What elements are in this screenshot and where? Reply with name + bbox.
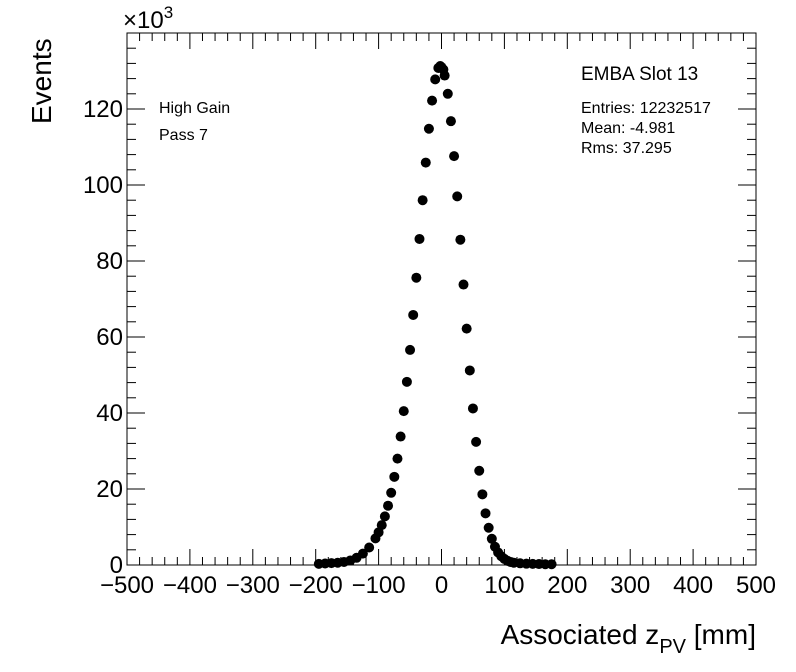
- x-tick-label: −100: [352, 572, 406, 599]
- data-point: [430, 74, 441, 85]
- data-point: [449, 151, 460, 162]
- data-point: [483, 522, 494, 533]
- data-point: [458, 279, 469, 290]
- data-point: [461, 323, 472, 334]
- data-point: [376, 520, 387, 531]
- x-tick-label: 0: [435, 572, 448, 599]
- module-label: EMBA Slot 13: [581, 64, 698, 85]
- mean-label: Mean: -4.981: [581, 120, 675, 137]
- x-tick-label: −200: [289, 572, 343, 599]
- data-point: [389, 471, 400, 482]
- x-tick-label: 100: [484, 572, 524, 599]
- data-point: [546, 559, 557, 570]
- data-point: [439, 70, 450, 81]
- data-point: [408, 309, 419, 320]
- data-point: [467, 403, 478, 414]
- data-point: [477, 489, 488, 500]
- y-tick-label: 0: [110, 552, 123, 579]
- y-exponent-label: ×103: [123, 3, 173, 34]
- data-points: [313, 61, 557, 570]
- y-tick-label: 100: [83, 172, 123, 199]
- data-point: [417, 195, 428, 206]
- data-point: [423, 123, 434, 134]
- data-point: [395, 431, 406, 442]
- y-tick-labels: 0 20 40 60 80 100 120: [83, 96, 123, 579]
- x-tick-label: −300: [226, 572, 280, 599]
- data-point: [471, 436, 482, 447]
- data-point: [445, 116, 456, 127]
- data-point: [392, 453, 403, 464]
- entries-label: Entries: 12232517: [581, 100, 711, 117]
- data-point: [474, 465, 485, 476]
- x-tick-label: 500: [736, 572, 776, 599]
- data-point: [401, 376, 412, 387]
- data-point: [357, 548, 368, 559]
- y-tick-label: 80: [96, 248, 123, 275]
- data-point: [405, 344, 416, 355]
- data-point: [464, 365, 475, 376]
- data-point: [414, 233, 425, 244]
- axis-ticks: [126, 32, 757, 566]
- data-point: [379, 511, 390, 522]
- x-tick-label: −400: [163, 572, 217, 599]
- gain-label: High Gain: [159, 100, 230, 117]
- x-tick-label: −500: [100, 572, 154, 599]
- data-point: [386, 487, 397, 498]
- x-tick-label: 300: [610, 572, 650, 599]
- x-tick-labels: −500 −400 −300 −200 −100 0 100 200 300 400 500: [100, 572, 776, 599]
- y-tick-label: 120: [83, 96, 123, 123]
- y-axis-title: Events: [26, 38, 57, 124]
- data-point: [486, 533, 497, 544]
- data-point: [364, 542, 375, 553]
- data-point: [480, 508, 491, 519]
- x-tick-label: 400: [673, 572, 713, 599]
- data-point: [455, 234, 466, 245]
- data-point: [427, 95, 438, 106]
- pass-label: Pass 7: [159, 127, 208, 144]
- y-tick-label: 40: [96, 400, 123, 427]
- data-point: [420, 157, 431, 168]
- rms-label: Rms: 37.295: [581, 140, 672, 157]
- x-axis-title: Associated zPV [mm]: [501, 619, 756, 658]
- y-tick-label: 20: [96, 476, 123, 503]
- data-point: [452, 191, 463, 202]
- y-tick-label: 60: [96, 324, 123, 351]
- data-point: [411, 272, 422, 283]
- data-point: [442, 88, 453, 99]
- data-point: [398, 406, 409, 417]
- x-tick-label: 200: [547, 572, 587, 599]
- data-point: [383, 500, 394, 511]
